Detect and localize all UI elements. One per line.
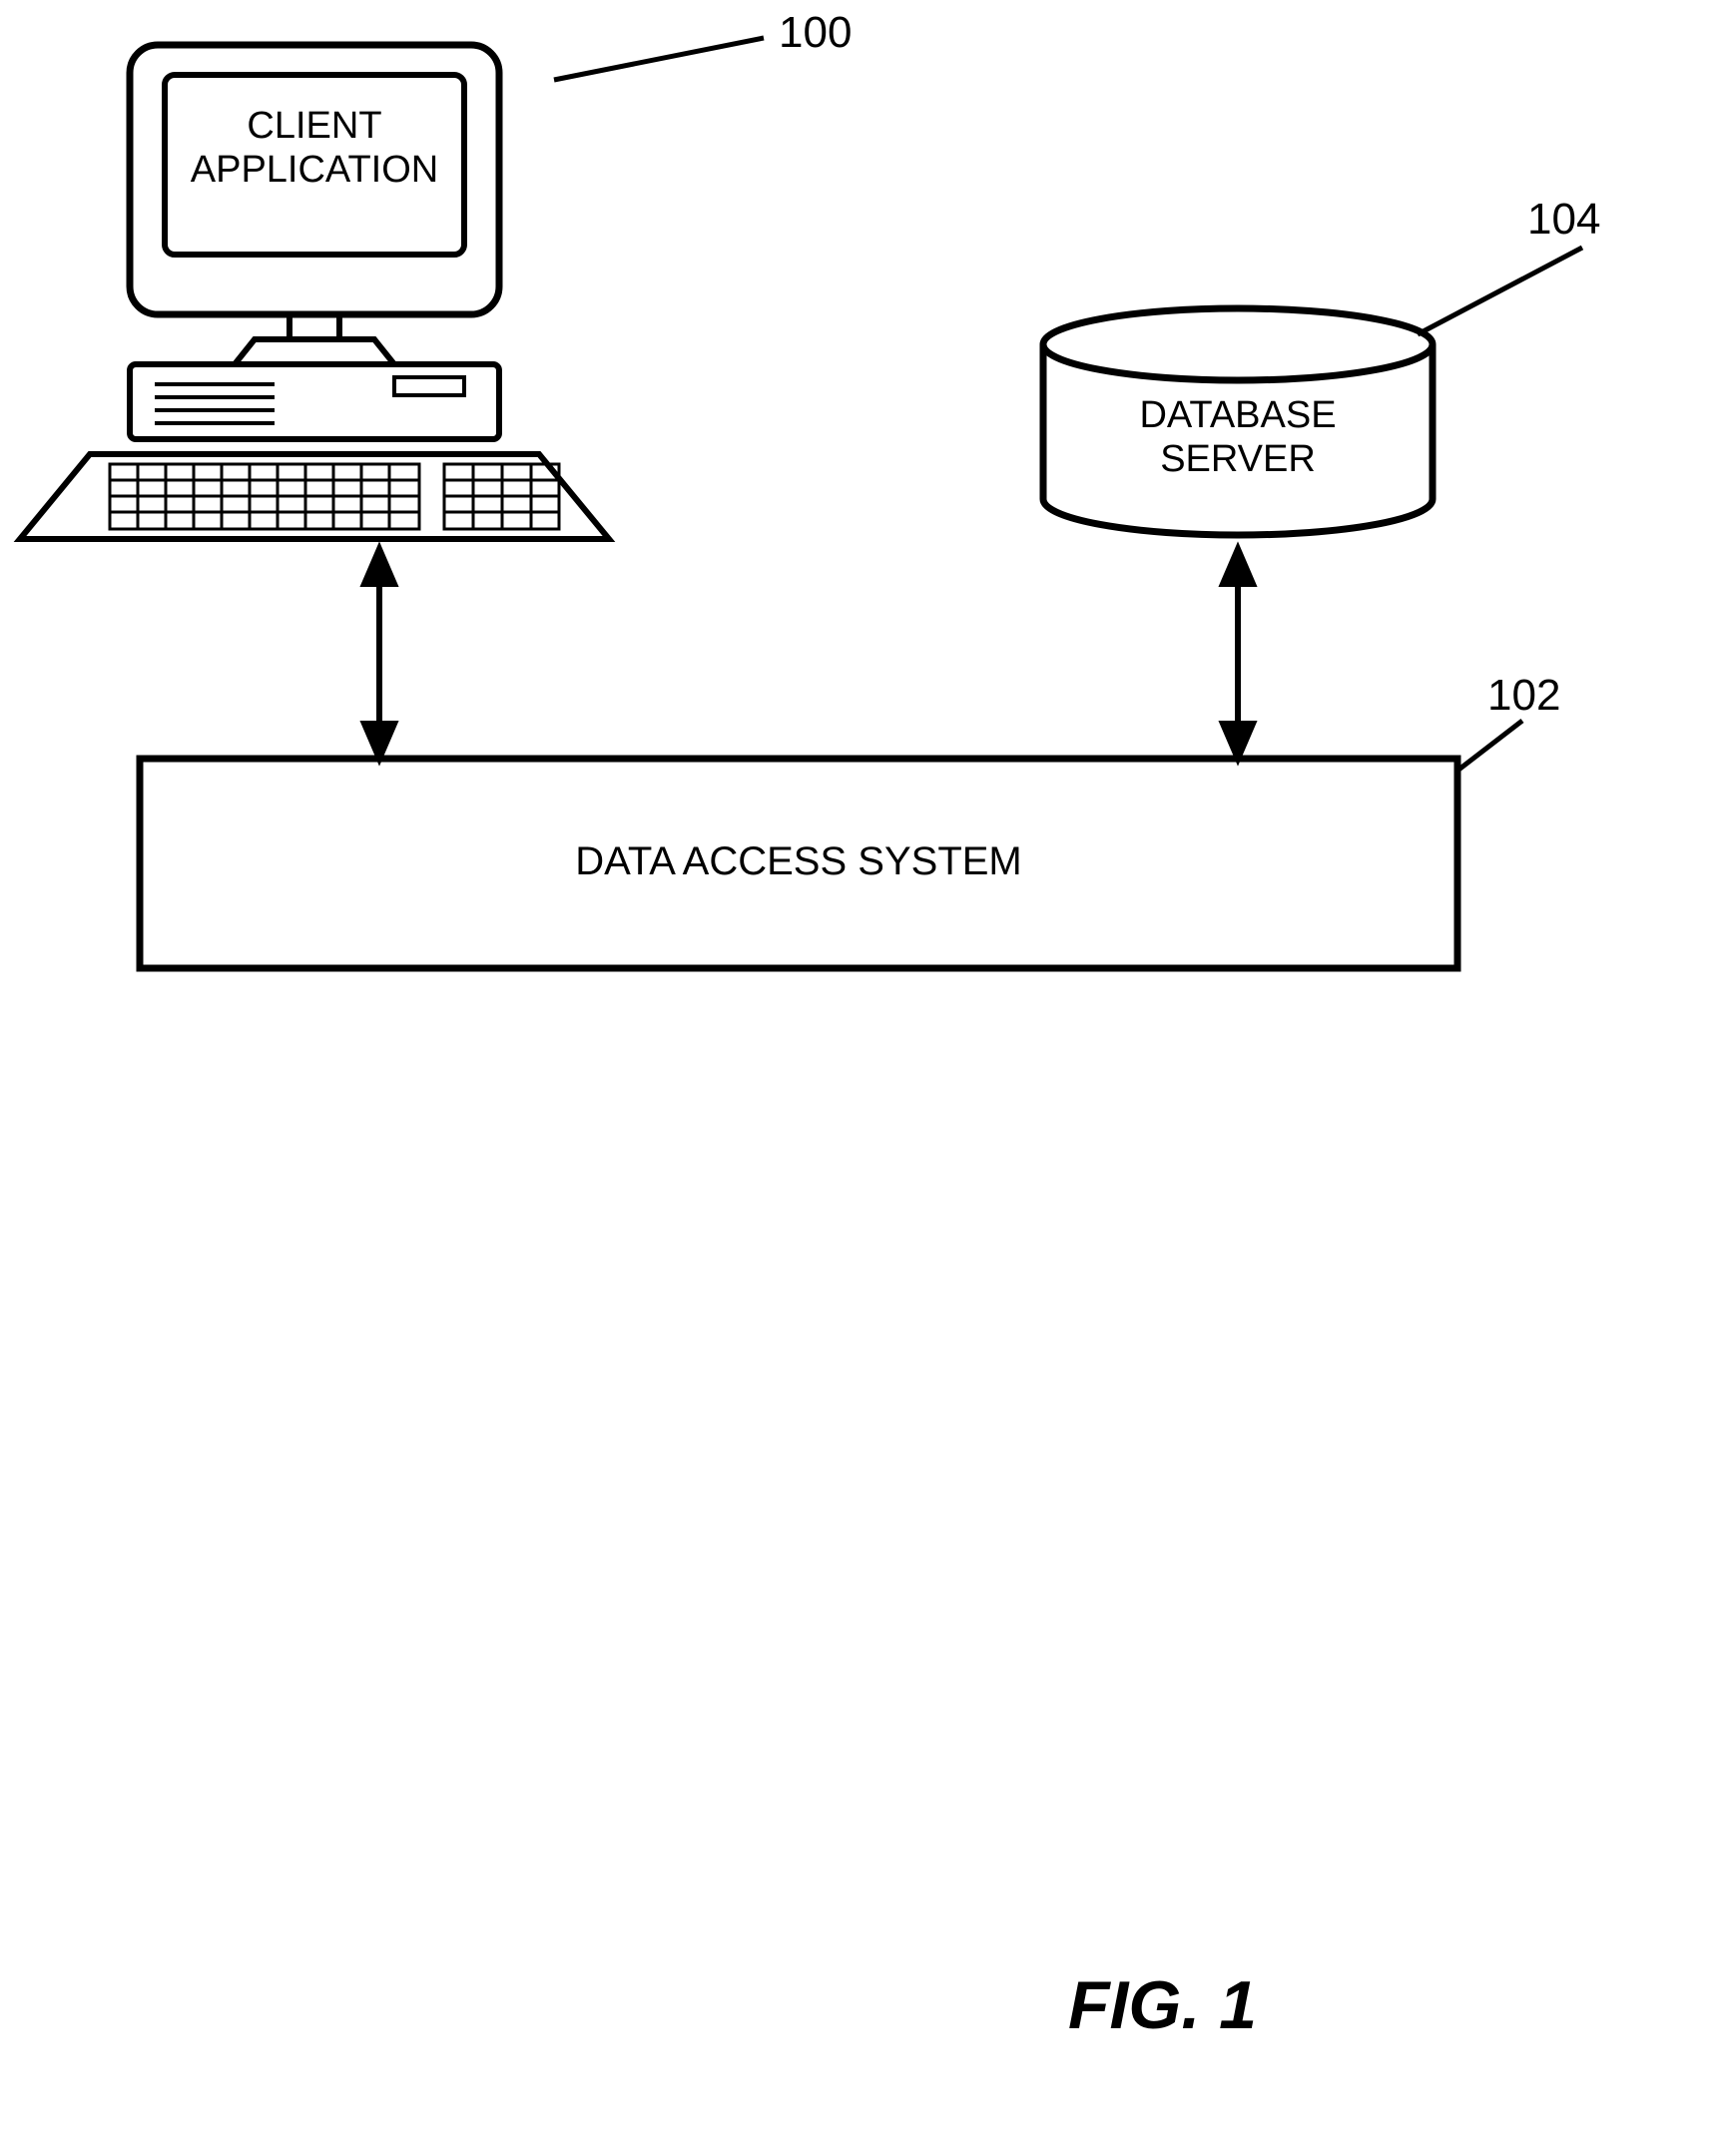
- leader-104: [1418, 248, 1582, 334]
- figure-caption: FIG. 1: [1068, 1966, 1257, 2044]
- arrow-client-das: [364, 549, 394, 759]
- ref-100: 100: [779, 8, 852, 58]
- client-label-line2: APPLICATION: [165, 149, 464, 193]
- database-label-line1: DATABASE: [1058, 394, 1418, 438]
- leader-100: [554, 38, 764, 80]
- client-label: CLIENT APPLICATION: [165, 105, 464, 192]
- data-access-label: DATA ACCESS SYSTEM: [140, 838, 1457, 884]
- database-label: DATABASE SERVER: [1058, 394, 1418, 481]
- arrow-db-das: [1223, 549, 1253, 759]
- diagram-container: CLIENT APPLICATION DATABASE SERVER DATA …: [0, 0, 1729, 2156]
- database-label-line2: SERVER: [1058, 438, 1418, 482]
- ref-104: 104: [1527, 195, 1600, 245]
- client-label-line1: CLIENT: [165, 105, 464, 149]
- diagram-svg: [0, 0, 1729, 2156]
- ref-102: 102: [1487, 671, 1560, 721]
- leader-102: [1457, 721, 1522, 771]
